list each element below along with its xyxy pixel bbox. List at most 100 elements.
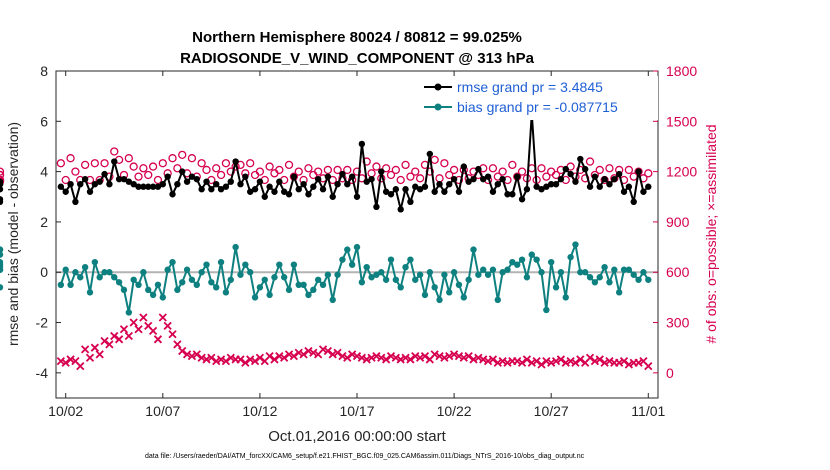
- possible-point: [294, 167, 303, 176]
- assimilated-point: [289, 351, 299, 361]
- bias-point: [581, 269, 589, 276]
- bias-point: [198, 269, 205, 276]
- assimilated-point: [299, 350, 308, 359]
- rmse-point: [373, 203, 380, 211]
- assimilated-point: [309, 348, 318, 357]
- bias-point: [499, 269, 506, 276]
- bias-point: [324, 271, 332, 278]
- assimilated-point: [493, 358, 502, 367]
- rmse-point: [402, 186, 409, 193]
- bias-point: [635, 276, 642, 283]
- rmse-point: [101, 170, 108, 178]
- assimilated-point: [415, 353, 425, 362]
- assimilated-point: [105, 340, 114, 349]
- bias-point: [242, 261, 249, 268]
- x-tick-label: 10/17: [339, 403, 374, 419]
- possible-point: [440, 159, 449, 168]
- assimilated-point: [255, 353, 265, 362]
- bias-point: [562, 294, 569, 301]
- assimilated-point: [517, 358, 527, 367]
- rmse-point: [285, 191, 293, 198]
- bias-point: [407, 256, 414, 263]
- possible-point: [221, 159, 231, 168]
- possible-point: [396, 175, 405, 185]
- bias-point: [475, 271, 482, 278]
- y-tick-label-right: 0: [666, 365, 674, 381]
- y-tick-label-left: -2: [36, 315, 49, 331]
- possible-point: [585, 157, 595, 166]
- possible-point: [323, 165, 333, 175]
- x-tick-label: 10/27: [534, 403, 569, 419]
- bias-point: [412, 276, 419, 283]
- assimilated-point: [168, 330, 177, 339]
- assimilated-point: [454, 351, 464, 361]
- rmse-point: [416, 186, 424, 193]
- rmse-point: [392, 186, 400, 193]
- assimilated-point: [212, 356, 221, 366]
- rmse-point: [115, 175, 123, 183]
- rmse-point: [615, 170, 623, 178]
- rmse-point: [145, 183, 152, 190]
- possible-point: [537, 164, 546, 173]
- y-tick-label-right: 1500: [666, 113, 697, 129]
- assimilated-point: [488, 355, 498, 364]
- right-axis: 0 300 600 900 1200 1500 1800: [653, 63, 697, 381]
- y-axis-label-right: # of obs: o=possible; ×=assimilated: [703, 124, 719, 343]
- bias-point: [0, 284, 4, 291]
- rmse-point: [174, 180, 181, 188]
- bias-point: [164, 266, 171, 273]
- assimilated-point: [576, 355, 585, 364]
- assimilated-point: [556, 355, 566, 364]
- assimilated-point: [537, 360, 546, 369]
- rmse-point: [67, 180, 74, 188]
- assimilated-point: [304, 346, 313, 356]
- bias-point: [480, 266, 487, 273]
- possible-point: [197, 159, 206, 168]
- possible-point: [0, 175, 5, 185]
- bias-point: [470, 246, 477, 253]
- possible-point: [178, 150, 187, 159]
- rmse-point: [465, 178, 472, 185]
- possible-point: [66, 154, 75, 163]
- bias-point: [339, 256, 346, 263]
- possible-point: [343, 165, 352, 175]
- assimilated-point: [197, 353, 206, 362]
- assimilated-point: [449, 350, 459, 359]
- assimilated-point: [571, 358, 580, 367]
- assimilated-point: [61, 358, 70, 367]
- rmse-point: [295, 186, 302, 193]
- series-bias: [0, 241, 652, 316]
- rmse-point: [339, 170, 346, 178]
- rmse-point: [120, 175, 128, 183]
- possible-point: [226, 167, 235, 176]
- bias-point: [523, 274, 531, 281]
- bias-point: [62, 266, 69, 273]
- bias-point: [494, 296, 501, 304]
- bias-point: [528, 251, 535, 258]
- possible-point: [304, 164, 313, 173]
- bias-point: [436, 296, 443, 304]
- possible-point: [411, 167, 420, 176]
- bias-point: [120, 286, 128, 294]
- rmse-point: [368, 175, 375, 183]
- rmse-point: [290, 173, 298, 180]
- possible-point: [386, 170, 396, 180]
- assimilated-point: [114, 335, 124, 344]
- rmse-point: [227, 178, 234, 185]
- y-tick-label-left: 8: [40, 63, 48, 79]
- y-tick-label-left: -4: [36, 365, 49, 381]
- rmse-point: [86, 188, 94, 195]
- bias-point: [300, 281, 307, 289]
- rmse-point: [135, 183, 142, 190]
- assimilated-point: [469, 355, 478, 364]
- bias-point: [91, 258, 99, 266]
- assimilated-point: [56, 356, 65, 366]
- assimilated-point: [173, 340, 182, 349]
- bias-point: [591, 279, 599, 286]
- rmse-point: [596, 183, 603, 190]
- possible-point: [542, 172, 551, 181]
- possible-point: [246, 159, 255, 168]
- rmse-point: [188, 173, 196, 180]
- bias-point: [615, 289, 623, 296]
- possible-point: [90, 159, 99, 168]
